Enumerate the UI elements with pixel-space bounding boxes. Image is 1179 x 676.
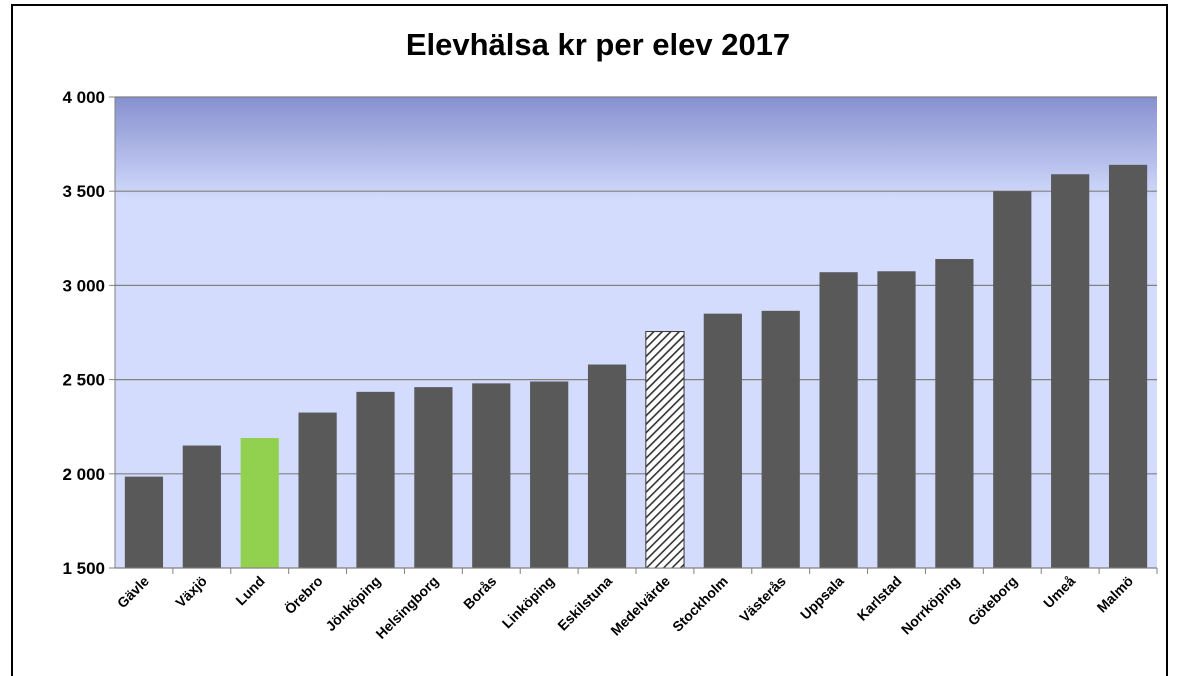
- bar: [761, 310, 800, 568]
- bar: [1051, 174, 1090, 568]
- bar: [819, 272, 858, 568]
- bar: [182, 445, 221, 568]
- y-tick-label: 4 000: [62, 88, 105, 107]
- bar: [240, 438, 279, 568]
- plot-area: [115, 97, 1157, 568]
- y-tick-label: 1 500: [62, 559, 105, 578]
- chart-title: Elevhälsa kr per elev 2017: [406, 27, 790, 62]
- bar: [877, 271, 916, 568]
- bar: [1108, 164, 1148, 568]
- bar: [530, 381, 569, 568]
- bar: [935, 259, 974, 568]
- bar: [414, 387, 453, 568]
- bar: [993, 191, 1032, 568]
- bar: [472, 383, 511, 568]
- y-tick-label: 3 000: [62, 276, 105, 295]
- bar: [587, 364, 627, 568]
- bar: [703, 313, 742, 568]
- bar: [298, 412, 337, 568]
- y-tick-label: 3 500: [62, 182, 105, 201]
- bar: [645, 331, 685, 569]
- bar: [356, 391, 395, 568]
- bar: [124, 476, 164, 568]
- y-tick-label: 2 500: [62, 371, 105, 390]
- y-tick-label: 2 000: [62, 465, 105, 484]
